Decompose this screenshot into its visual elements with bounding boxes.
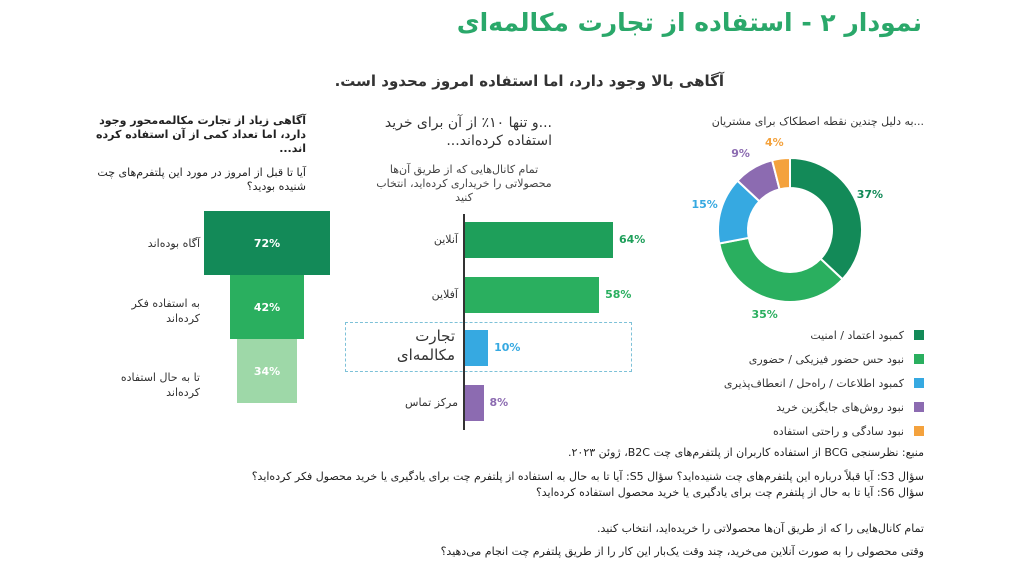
legend-label: نبود روش‌های جایگزین خرید	[776, 400, 904, 414]
legend-item: کمبود اطلاعات / راه‌حل / انعطاف‌پذیری	[694, 371, 924, 395]
donut-value-label: 4%	[764, 135, 784, 149]
legend-item: نبود روش‌های جایگزین خرید	[694, 395, 924, 419]
funnel-bar: 42%	[230, 275, 304, 339]
funnel-bar: 72%	[204, 211, 330, 275]
bar-axis	[463, 214, 465, 430]
donut-value-label: 15%	[691, 198, 718, 212]
channel-label: آنلاین	[433, 233, 458, 246]
question-note-1: سؤال S3: آیا قبلاً درباره این پلتفرم‌های…	[251, 470, 924, 483]
channel-label: آفلاین	[431, 288, 458, 301]
channels-question: تمام کانال‌هایی که از طریق آن‌ها محصولات…	[376, 163, 552, 204]
channel-value: 64%	[619, 233, 646, 246]
channel-bar	[465, 277, 600, 313]
legend-swatch	[914, 354, 924, 364]
legend-item: کمبود اعتماد / امنیت	[694, 323, 924, 347]
source-note: منبع: نظرسنجی BCG از استفاده کاربران از …	[568, 446, 924, 459]
funnel-bar: 34%	[237, 339, 297, 403]
channel-bar	[465, 222, 613, 258]
legend-item: نبود سادگی و راحتی استفاده	[694, 419, 924, 443]
funnel-value: 72%	[253, 236, 281, 250]
channels-title: ...و تنها ۱۰٪ از آن برای خرید استفاده کر…	[384, 115, 552, 149]
donut-value-label: 37%	[856, 188, 884, 202]
legend-swatch	[914, 426, 924, 436]
friction-donut-chart	[717, 156, 863, 303]
instruction-note-2: وقتی محصولی را به صورت آنلاین می‌خرید، چ…	[440, 545, 924, 558]
channel-value: 10%	[494, 341, 521, 354]
legend-label: کمبود اطلاعات / راه‌حل / انعطاف‌پذیری	[723, 376, 904, 390]
friction-title: ...به دلیل چندین نقطه اصطکاک برای مشتریا…	[711, 115, 924, 128]
legend-item: نبود حس حضور فیزیکی / حضوری	[694, 347, 924, 371]
legend-label: کمبود اعتماد / امنیت	[810, 328, 904, 342]
page-subtitle: آگاهی بالا وجود دارد، اما استفاده امروز …	[334, 72, 724, 90]
channel-bar	[465, 330, 489, 366]
funnel-label: به استفاده فکر کرده‌اند	[131, 297, 200, 325]
funnel-title: آگاهی زیاد از تجارت مکالمه‌محور وجود دار…	[95, 114, 306, 155]
channel-value: 58%	[605, 288, 632, 301]
legend-swatch	[914, 402, 924, 412]
funnel-value: 34%	[253, 364, 281, 378]
legend-swatch	[914, 378, 924, 388]
donut-slice	[770, 156, 791, 191]
donut-slice	[718, 236, 844, 303]
instruction-note-1: تمام کانال‌هایی را که از طریق آن‌ها محصو…	[596, 522, 924, 535]
donut-slice	[789, 156, 863, 281]
friction-legend: کمبود اعتماد / امنیت نبود حس حضور فیزیکی …	[694, 323, 924, 443]
funnel-value: 42%	[253, 300, 281, 314]
channel-label-highlighted: تجارت مکالمه‌ای	[396, 327, 455, 364]
funnel-label: تا به حال استفاده کرده‌اند	[120, 371, 200, 399]
legend-label: نبود حس حضور فیزیکی / حضوری	[748, 352, 904, 366]
donut-value-label: 9%	[731, 147, 750, 161]
legend-label: نبود سادگی و راحتی استفاده	[773, 424, 904, 438]
channel-label: مرکز تماس	[405, 396, 458, 409]
funnel-label: آگاه بوده‌اند	[147, 237, 200, 250]
funnel-question: آیا تا قبل از امروز در مورد این پلتفرم‌ه…	[97, 166, 306, 193]
channel-bar	[465, 385, 484, 421]
question-note-2: سؤال S6: آیا تا به حال از پلتفرم چت برای…	[535, 486, 924, 499]
donut-value-label: 35%	[751, 307, 778, 321]
legend-swatch	[914, 330, 924, 340]
channel-value: 8%	[489, 396, 509, 409]
page-title: نمودار ۲ - استفاده از تجارت مکالمه‌ای	[456, 8, 922, 37]
highlight-box	[345, 322, 632, 372]
